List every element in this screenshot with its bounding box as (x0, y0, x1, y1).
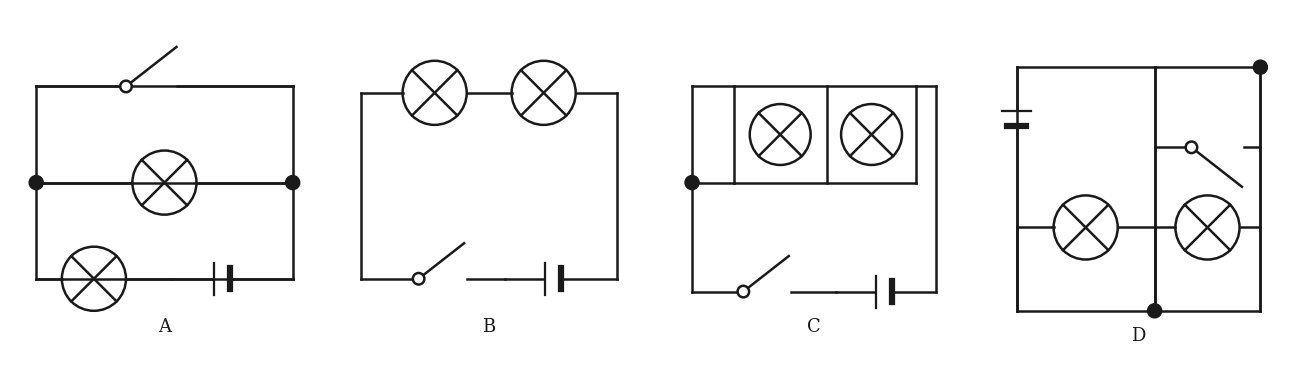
Circle shape (29, 175, 43, 190)
Circle shape (1148, 304, 1162, 318)
Text: D: D (1131, 327, 1145, 345)
Circle shape (685, 175, 700, 190)
Circle shape (413, 273, 425, 285)
Text: A: A (158, 318, 171, 336)
Text: B: B (482, 318, 495, 336)
Text: C: C (807, 318, 821, 336)
Circle shape (1253, 60, 1268, 74)
Circle shape (1186, 141, 1197, 153)
Circle shape (120, 81, 132, 92)
Circle shape (285, 175, 300, 190)
Circle shape (737, 286, 749, 297)
